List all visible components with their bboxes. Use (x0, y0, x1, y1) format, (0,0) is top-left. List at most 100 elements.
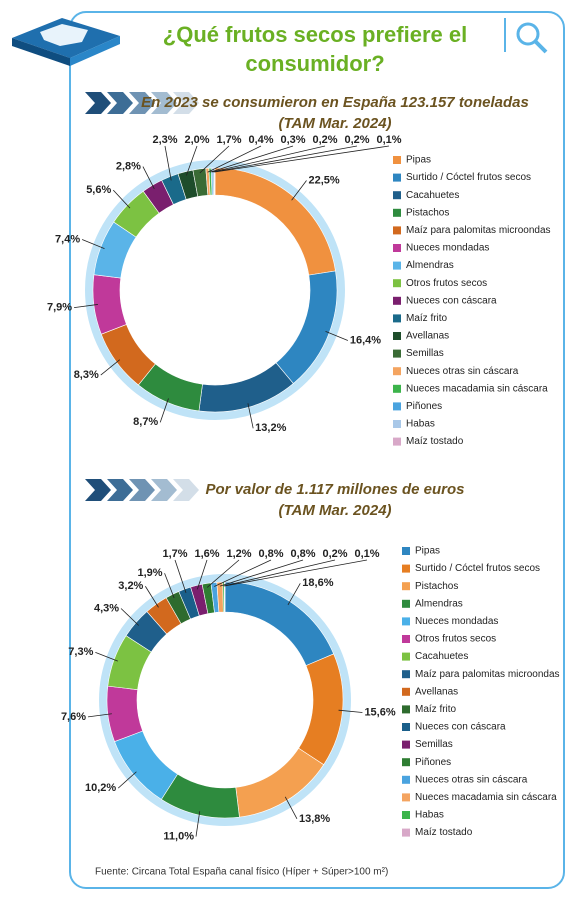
data-label: 13,8% (299, 813, 330, 825)
halo (85, 160, 345, 420)
data-label: 1,7% (162, 548, 187, 560)
leader-line (74, 304, 98, 308)
leader-line (159, 398, 169, 423)
legend-swatch (393, 332, 401, 340)
legend-swatch (402, 635, 410, 643)
data-label: 1,2% (226, 548, 251, 560)
data-label: 8,3% (74, 369, 99, 381)
leader-line (224, 559, 368, 587)
legend-swatch (393, 244, 401, 252)
legend-swatch (393, 191, 401, 200)
legend-swatch (402, 670, 410, 679)
legend-swatch (393, 208, 401, 217)
legend-swatch (402, 705, 410, 714)
leader-line (219, 559, 304, 587)
legend-swatch (393, 402, 401, 411)
leader-line (112, 189, 131, 209)
chevron (129, 479, 155, 501)
slice (213, 167, 216, 196)
slice (198, 362, 294, 413)
slice (275, 270, 338, 384)
data-label: 0,4% (248, 134, 273, 146)
legend-label: Maíz frito (406, 313, 448, 324)
chevron (151, 92, 177, 114)
legend-swatch (393, 261, 401, 270)
data-label: 0,2% (312, 134, 337, 146)
legend-label: Otros frutos secos (415, 634, 496, 645)
legend-label: Avellanas (406, 331, 449, 342)
legend-label: Piñones (406, 401, 442, 412)
legend-label: Maíz tostado (415, 827, 473, 838)
data-label: 16,4% (350, 334, 381, 346)
leader-line (247, 403, 254, 429)
legend-swatch (402, 775, 410, 784)
chevron (85, 479, 111, 501)
legend-swatch (402, 652, 410, 661)
legend-swatch (393, 296, 401, 305)
leader-line (210, 145, 294, 173)
frame (69, 11, 565, 889)
data-label: 10,2% (85, 782, 116, 794)
leader-line (291, 180, 307, 201)
legend-label: Habas (415, 810, 444, 821)
chart-subtitle: (TAM Mar. 2024) (278, 115, 391, 132)
leader-line (174, 559, 187, 594)
legend-label: Maíz para palomitas microondas (406, 225, 551, 236)
leader-line (287, 583, 301, 606)
leader-line (120, 608, 139, 626)
data-label: 1,6% (194, 548, 219, 560)
legend-label: Pipas (415, 546, 440, 557)
leader-line (213, 145, 358, 173)
leader-line (196, 559, 208, 590)
leader-line (164, 573, 175, 599)
legend-label: Almendras (406, 260, 454, 271)
data-label: 0,2% (322, 548, 347, 560)
data-label: 7,3% (68, 646, 93, 658)
legend-label: Surtido / Cóctel frutos secos (415, 563, 540, 574)
legend-swatch (402, 723, 410, 731)
legend-label: Habas (406, 419, 435, 430)
data-label: 7,4% (55, 233, 80, 245)
data-label: 1,7% (216, 134, 241, 146)
leader-line (338, 709, 363, 713)
legend-label: Nueces con cáscara (406, 295, 497, 306)
source: Fuente: Circana Total España canal físic… (95, 867, 388, 878)
slice (92, 274, 127, 335)
leader-line (206, 559, 240, 588)
legend-label: Pistachos (406, 207, 449, 218)
legend-label: Surtido / Cóctel frutos secos (406, 172, 531, 183)
legend-label: Pipas (406, 155, 431, 166)
legend-label: Cacahuetes (406, 190, 459, 201)
legend-swatch (402, 582, 410, 591)
chevron (129, 92, 155, 114)
leader-line (142, 166, 155, 189)
data-label: 15,6% (364, 706, 395, 718)
legend-swatch (393, 314, 401, 323)
data-label: 0,8% (290, 548, 315, 560)
legend-swatch (402, 599, 410, 608)
leader-line (214, 145, 390, 173)
data-label: 8,7% (133, 416, 158, 428)
chevron (107, 479, 133, 501)
data-label: 0,8% (258, 548, 283, 560)
legend-label: Nueces con cáscara (415, 722, 506, 733)
leader-line (117, 771, 137, 789)
leader-line (87, 713, 112, 718)
slice (106, 685, 144, 742)
data-label: 4,3% (94, 602, 119, 614)
legend-label: Nueces otras sin cáscara (406, 366, 519, 377)
chevron (85, 92, 111, 114)
legend-label: Nueces mondadas (406, 243, 489, 254)
legend-swatch (402, 758, 410, 767)
leader-line (164, 145, 172, 181)
data-label: 0,3% (280, 134, 305, 146)
legend-swatch (393, 367, 401, 376)
legend-label: Nueces otras sin cáscara (415, 774, 528, 785)
data-label: 1,9% (137, 567, 162, 579)
legend-label: Pistachos (415, 581, 458, 592)
legend-swatch (402, 687, 410, 696)
data-label: 5,6% (86, 184, 111, 196)
legend-label: Nueces macadamia sin cáscara (406, 383, 548, 394)
leader-line (214, 559, 272, 587)
